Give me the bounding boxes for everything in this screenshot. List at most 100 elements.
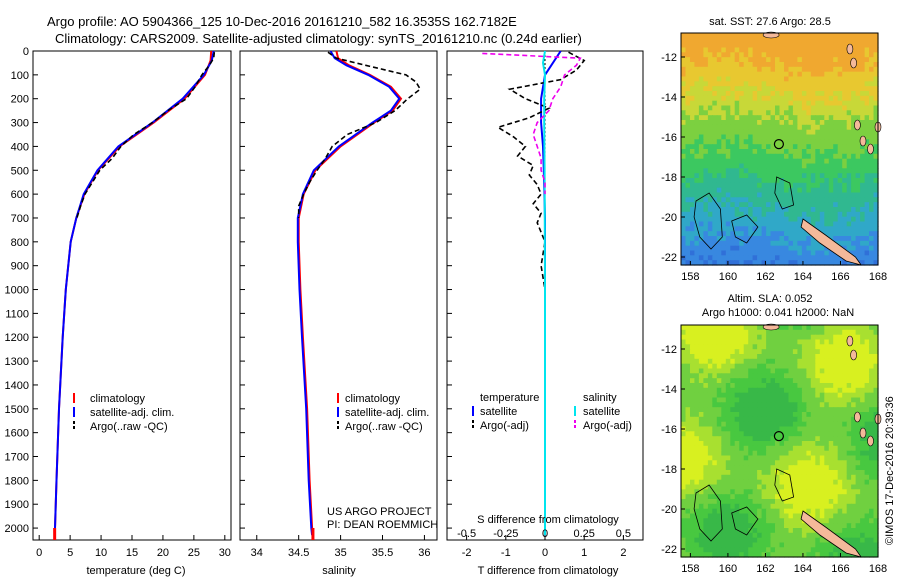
map-cell	[743, 489, 749, 495]
map-cell	[815, 542, 821, 548]
map-cell	[725, 373, 731, 379]
map-cell	[819, 120, 825, 126]
map-cell	[694, 339, 700, 345]
map-cell	[752, 192, 758, 198]
map-cell	[837, 226, 843, 232]
map-cell	[770, 508, 776, 515]
x-tick-label: 34.5	[288, 547, 309, 559]
map-cell	[734, 363, 740, 370]
map-cell	[757, 250, 763, 256]
map-cell	[824, 378, 830, 384]
map-cell	[757, 465, 763, 471]
map-cell	[864, 182, 870, 189]
map-cell	[846, 216, 852, 223]
map-cell	[721, 547, 727, 553]
map-cell	[748, 470, 754, 476]
map-cell	[757, 503, 763, 510]
map-cell	[810, 354, 816, 360]
map-cell	[828, 344, 834, 350]
map-cell	[788, 470, 794, 476]
map-cell	[698, 474, 704, 481]
map-cell	[855, 441, 861, 447]
map-cell	[855, 211, 861, 218]
map-cell	[788, 245, 794, 252]
map-cell	[873, 231, 879, 237]
map-cell	[739, 513, 745, 519]
map-cell	[775, 149, 781, 155]
map-cell	[739, 499, 745, 505]
map-cell	[806, 216, 812, 223]
map-cell	[860, 95, 866, 102]
map-cell	[873, 91, 879, 97]
map-cell	[690, 363, 696, 370]
map-cell	[833, 470, 839, 476]
map-cell	[739, 325, 745, 331]
map-cell	[757, 105, 763, 111]
map-cell	[748, 250, 754, 256]
map-cell	[743, 153, 749, 160]
map-cell	[815, 334, 821, 341]
map-cell	[748, 81, 754, 87]
map-cell	[846, 226, 852, 232]
map-cell	[716, 513, 722, 519]
map-cell	[828, 547, 834, 553]
map-cell	[698, 168, 704, 174]
map-cell	[864, 513, 870, 519]
map-cell	[748, 91, 754, 97]
map-cell	[770, 470, 776, 476]
map-cell	[833, 202, 839, 208]
map-cell	[681, 192, 687, 198]
map-cell	[712, 245, 718, 252]
map-cell	[815, 207, 821, 213]
map-cell	[725, 52, 731, 58]
map-cell	[775, 57, 781, 63]
map-cell	[851, 363, 857, 370]
map-cell	[775, 523, 781, 529]
map-cell	[806, 260, 812, 266]
map-cell	[748, 499, 754, 505]
map-cell	[725, 383, 731, 389]
map-cell	[739, 202, 745, 208]
map-cell	[855, 134, 861, 140]
map-cell	[761, 552, 767, 558]
map-cell	[757, 207, 763, 213]
map-cell	[690, 358, 696, 365]
map-cell	[743, 455, 749, 461]
map-cell	[698, 513, 704, 519]
map-cell	[873, 387, 879, 394]
map-cell	[730, 460, 736, 466]
map-cell	[730, 153, 736, 160]
map-cell	[828, 450, 834, 457]
map-cell	[842, 144, 848, 150]
map-cell	[824, 91, 830, 97]
map-cell	[775, 387, 781, 394]
map-cell	[833, 329, 839, 336]
map-cell	[707, 47, 713, 53]
map-cell	[842, 334, 848, 341]
map-cell	[685, 255, 691, 261]
map-cell	[703, 182, 709, 189]
map-cell	[698, 416, 704, 423]
map-cell	[685, 57, 691, 63]
map-cell	[833, 110, 839, 116]
map-cell	[698, 250, 704, 256]
map-cell	[806, 378, 812, 384]
map-cell	[810, 134, 816, 140]
map-cell	[690, 250, 696, 256]
map-cell	[766, 552, 772, 558]
map-cell	[730, 407, 736, 413]
map-cell	[712, 383, 718, 389]
map-cell	[694, 207, 700, 213]
map-cell	[761, 182, 767, 189]
map-cell	[864, 76, 870, 82]
map-cell	[792, 329, 798, 336]
map-cell	[766, 518, 772, 524]
map-cell	[873, 499, 879, 505]
map-cell	[806, 460, 812, 466]
map-cell	[761, 528, 767, 534]
map-cell	[846, 197, 852, 203]
map-cell	[681, 33, 687, 39]
map-cell	[712, 37, 718, 44]
map-cell	[721, 255, 727, 261]
map-cell	[761, 407, 767, 413]
